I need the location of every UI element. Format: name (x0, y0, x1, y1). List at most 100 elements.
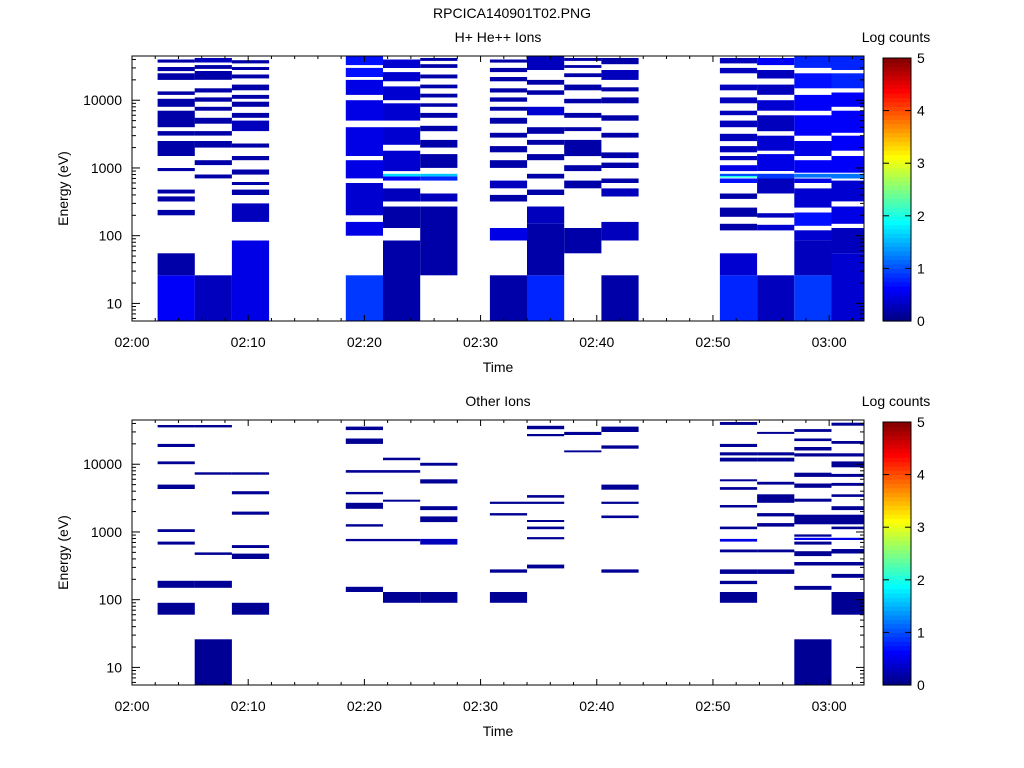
heatmap-cell (194, 639, 232, 685)
heatmap-cell (345, 538, 383, 542)
colorbar-band (883, 185, 911, 191)
colorbar-band (883, 549, 911, 555)
colorbar-tick-label: 2 (917, 572, 925, 588)
heatmap-cell (157, 98, 195, 107)
heatmap-cell (831, 537, 864, 540)
heatmap-cell (794, 534, 832, 537)
heatmap-cell (345, 524, 383, 527)
heatmap-cell (831, 453, 864, 457)
heatmap-cell (345, 79, 383, 95)
heatmap-cell (757, 549, 795, 553)
heatmap-cell (757, 173, 795, 179)
heatmap-cell (489, 59, 528, 63)
colorbar-band (883, 649, 911, 655)
colorbar-band (883, 224, 911, 230)
colorbar-band (883, 492, 911, 498)
heatmap-cell (489, 592, 528, 603)
heatmap-cell (157, 209, 195, 216)
heatmap-cell (757, 452, 795, 456)
heatmap-cell (231, 553, 270, 559)
colorbar-band (883, 312, 911, 318)
x-tick-label: 02:30 (463, 334, 498, 350)
colorbar-band (883, 202, 911, 208)
heatmap-cell (527, 127, 565, 134)
heatmap-cell (601, 70, 639, 80)
heatmap-cell (194, 131, 232, 136)
colorbar-band (883, 93, 911, 99)
x-tick-label: 02:40 (579, 698, 614, 714)
colorbar-band (883, 562, 911, 568)
colorbar-tick-label: 0 (917, 677, 925, 693)
colorbar-band (883, 303, 911, 309)
colorbar-band (883, 579, 911, 585)
heatmap-cell (489, 146, 528, 153)
colorbar-band (883, 443, 911, 449)
heatmap-cell (231, 101, 270, 107)
heatmap-cell (231, 203, 270, 222)
heatmap-cell (831, 206, 864, 224)
colorbar-band (883, 628, 911, 633)
heatmap-cell (831, 228, 864, 254)
heatmap-cell (383, 127, 421, 145)
colorbar-band (883, 277, 911, 283)
heatmap-cell (345, 221, 383, 236)
heatmap-cell (527, 189, 565, 195)
colorbar-band (883, 505, 911, 511)
heatmap-cell (719, 176, 758, 178)
colorbar-band (883, 259, 911, 265)
heatmap-cell (527, 173, 565, 179)
colorbar-band (883, 439, 911, 445)
y-axis-label: Energy (eV) (55, 151, 71, 226)
colorbar-band (883, 645, 911, 651)
heatmap-cell (719, 178, 758, 183)
x-tick-label: 02:30 (463, 698, 498, 714)
heatmap-cell (420, 93, 458, 98)
colorbar-band (883, 171, 911, 177)
colorbar-band (883, 658, 911, 664)
heatmap-cell (157, 541, 195, 545)
heatmap-cell (231, 60, 270, 64)
heatmap-cell (231, 189, 270, 195)
heatmap-cell (420, 176, 458, 181)
colorbar-band (883, 671, 911, 677)
heatmap-cell (345, 100, 383, 121)
colorbar-band (883, 654, 911, 660)
colorbar-band (883, 163, 911, 169)
heatmap-cell (564, 65, 602, 68)
heatmap-cell (757, 513, 795, 517)
heatmap-cell (601, 162, 639, 168)
heatmap-cell (231, 74, 270, 79)
heatmap-cell (157, 425, 195, 428)
heatmap-cell (719, 526, 758, 530)
heatmap-cell (757, 213, 795, 218)
colorbar-band (883, 522, 911, 528)
heatmap-cell (719, 84, 758, 91)
heatmap-cell (345, 502, 383, 509)
colorbar-band (883, 518, 911, 524)
heatmap-cell (601, 275, 639, 321)
heatmap-cell (194, 58, 232, 63)
colorbar-band (883, 250, 911, 256)
colorbar-band (883, 75, 911, 81)
colorbar-band (883, 461, 911, 467)
heatmap-cell (719, 97, 758, 104)
heatmap-cell (757, 431, 795, 434)
heatmap-cell (527, 425, 565, 430)
heatmap-cell (601, 515, 639, 519)
colorbar-band (883, 272, 911, 278)
colorbar-band (883, 228, 911, 234)
x-tick-label: 02:50 (695, 334, 730, 350)
colorbar-band (883, 509, 911, 515)
heatmap-cell (601, 569, 639, 573)
heatmap-cell (345, 275, 383, 321)
heatmap-cell (564, 139, 602, 157)
colorbar-band (883, 531, 911, 537)
colorbar-band (883, 255, 911, 261)
heatmap-cell (794, 551, 832, 557)
heatmap-cell (383, 72, 421, 82)
colorbar-band (883, 180, 911, 186)
colorbar-band (883, 483, 911, 489)
heatmap-cell (719, 452, 758, 456)
heatmap-cell (757, 135, 795, 151)
colorbar-band (883, 641, 911, 647)
